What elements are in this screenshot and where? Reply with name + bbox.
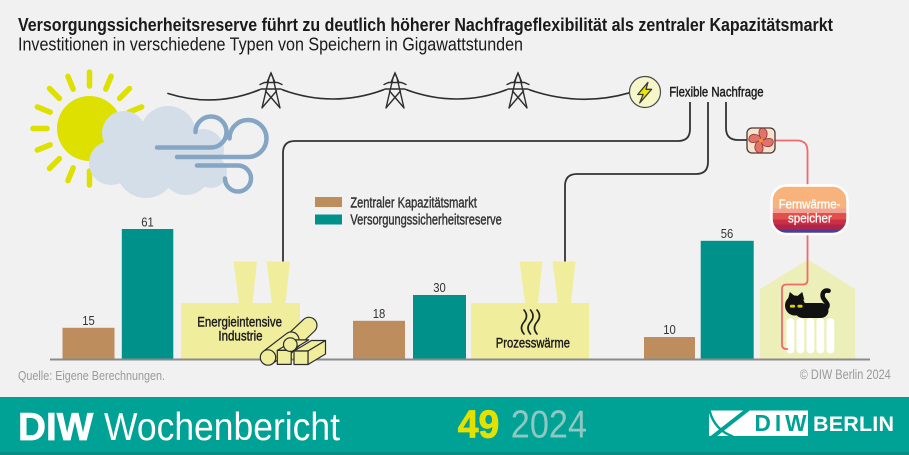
svg-text:Zentraler Kapazitätsmarkt: Zentraler Kapazitätsmarkt (350, 196, 476, 212)
svg-text:Industrie: Industrie (218, 327, 262, 343)
svg-text:Investitionen in verschiedene: Investitionen in verschiedene Typen von … (18, 34, 523, 54)
svg-text:15: 15 (82, 313, 95, 328)
svg-text:DIW: DIW (755, 410, 808, 436)
svg-text:49: 49 (458, 404, 500, 447)
svg-text:2024: 2024 (511, 404, 587, 447)
svg-text:BERLIN: BERLIN (813, 412, 894, 436)
svg-text:Flexible Nachfrage: Flexible Nachfrage (669, 85, 763, 100)
svg-text:61: 61 (141, 215, 154, 230)
svg-text:Versorgungssicherheitsreserve: Versorgungssicherheitsreserve (350, 212, 501, 228)
svg-text:56: 56 (721, 226, 734, 241)
svg-text:Energieintensive: Energieintensive (197, 313, 282, 329)
svg-text:18: 18 (373, 306, 386, 321)
svg-text:30: 30 (433, 280, 446, 295)
svg-text:© DIW Berlin 2024: © DIW Berlin 2024 (800, 367, 891, 382)
svg-text:speicher: speicher (788, 210, 832, 225)
svg-text:10: 10 (663, 322, 676, 337)
svg-text:Fernwärme-: Fernwärme- (779, 197, 841, 212)
svg-text:Quelle: Eigene Berechnungen.: Quelle: Eigene Berechnungen. (18, 368, 165, 383)
svg-text:Prozesswärme: Prozesswärme (496, 336, 570, 351)
svg-text:Wochenbericht: Wochenbericht (104, 406, 340, 449)
svg-text:Versorgungssicherheitsreserve: Versorgungssicherheitsreserve führt zu d… (18, 15, 833, 35)
svg-text:DIW: DIW (18, 406, 94, 449)
